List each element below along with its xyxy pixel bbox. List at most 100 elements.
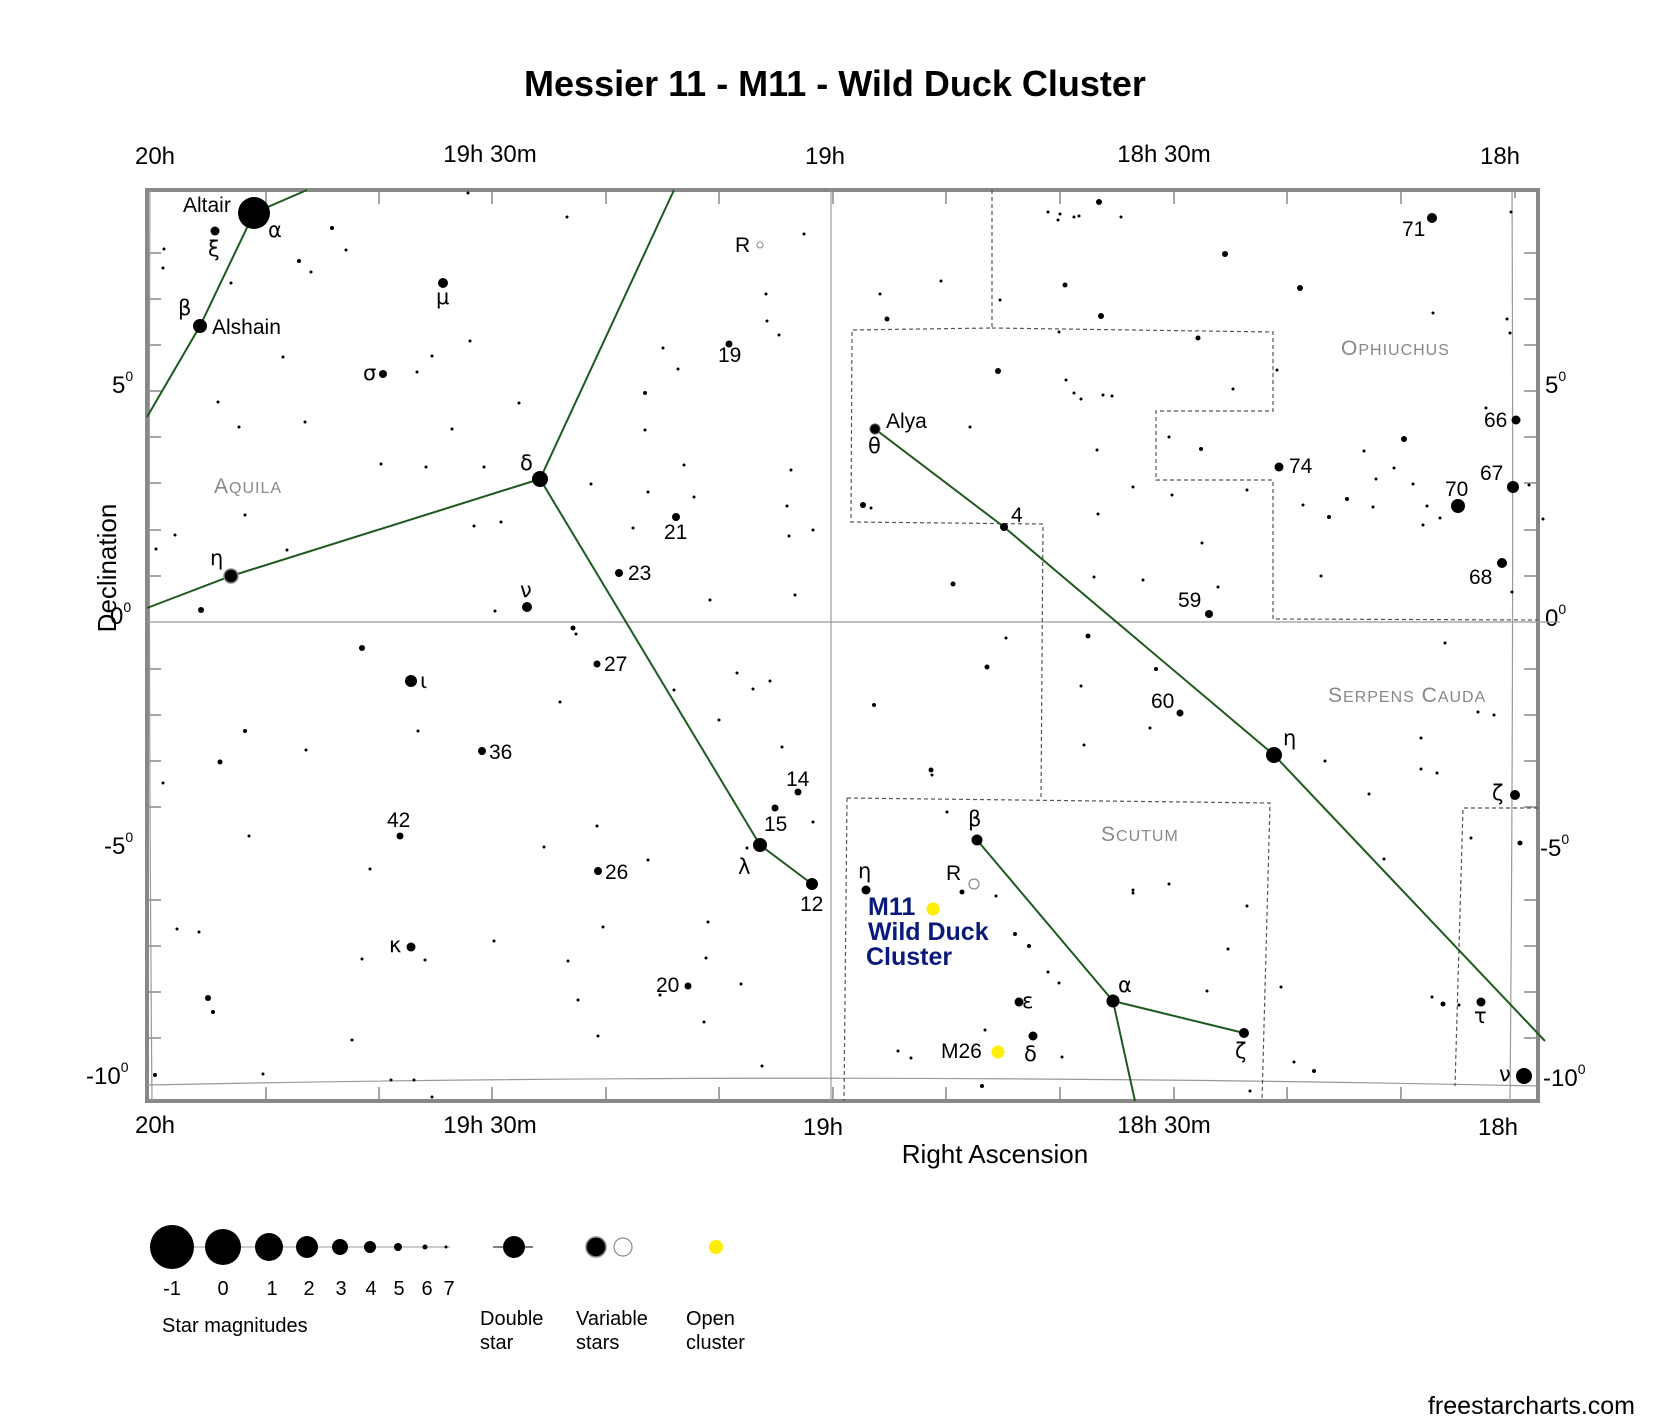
field-star bbox=[658, 993, 662, 997]
dec-right-5-deg: 0 bbox=[1558, 368, 1566, 384]
x-axis-title: Right Ascension bbox=[902, 1139, 1088, 1169]
star-74-oph bbox=[1274, 462, 1284, 472]
field-star bbox=[1027, 944, 1031, 948]
dec-left-0-deg: 0 bbox=[123, 599, 131, 615]
field-star bbox=[939, 279, 943, 283]
label-23: 23 bbox=[628, 562, 651, 585]
field-star bbox=[601, 925, 605, 929]
field-star bbox=[1082, 743, 1086, 747]
field-star bbox=[706, 920, 710, 924]
field-star bbox=[1419, 736, 1423, 740]
field-star bbox=[1199, 447, 1203, 451]
dec-left-m10-deg: 0 bbox=[121, 1059, 129, 1075]
field-star bbox=[745, 846, 749, 850]
label-42: 42 bbox=[387, 809, 410, 832]
field-star bbox=[173, 533, 177, 537]
legend: -1 0 1 2 3 4 5 6 7 Star magnitudes Doubl… bbox=[150, 1225, 745, 1354]
svg-text:00: 00 bbox=[1545, 601, 1566, 632]
field-star bbox=[1371, 505, 1375, 509]
legend-open-cluster-line1: Open bbox=[686, 1308, 735, 1330]
field-star bbox=[765, 319, 769, 323]
field-star bbox=[1057, 981, 1061, 985]
svg-text:50: 50 bbox=[112, 368, 133, 399]
star-42-aql bbox=[396, 832, 404, 840]
field-star bbox=[811, 820, 815, 824]
field-star bbox=[672, 688, 676, 692]
ra-top-20h: 20h bbox=[135, 143, 175, 170]
field-star bbox=[1327, 515, 1331, 519]
field-star bbox=[1469, 836, 1473, 840]
field-star bbox=[1323, 759, 1327, 763]
field-star bbox=[661, 346, 665, 350]
field-star bbox=[309, 270, 313, 274]
label-21: 21 bbox=[664, 521, 687, 544]
dec-left-5: 5 bbox=[112, 372, 125, 399]
star-15-aql bbox=[771, 804, 779, 812]
label-zeta-oph: ζ bbox=[1492, 781, 1503, 805]
label-epsilon: ε bbox=[1022, 989, 1033, 1013]
star-xi-aql bbox=[210, 226, 220, 236]
label-20: 20 bbox=[656, 974, 679, 997]
label-m26: M26 bbox=[941, 1040, 982, 1063]
field-star bbox=[482, 465, 486, 469]
legend-double-star-line1: Double bbox=[480, 1308, 543, 1330]
label-14: 14 bbox=[786, 768, 810, 791]
label-nu-aql: ν bbox=[520, 578, 532, 602]
field-star bbox=[646, 490, 650, 494]
label-mu: μ bbox=[436, 285, 449, 309]
field-star bbox=[1046, 210, 1050, 214]
star-eta-ser bbox=[1266, 747, 1282, 763]
field-star bbox=[780, 745, 784, 749]
field-star bbox=[896, 1049, 900, 1053]
field-star bbox=[872, 703, 876, 707]
field-star bbox=[450, 427, 454, 431]
field-star bbox=[1216, 585, 1220, 589]
field-star bbox=[229, 281, 233, 285]
grid-ra-18h bbox=[1509, 189, 1514, 1102]
field-star bbox=[1077, 214, 1081, 218]
legend-magnitude-scale: -1 0 1 2 3 4 5 6 7 Star magnitudes bbox=[150, 1225, 455, 1337]
star-21-aql bbox=[672, 513, 680, 521]
svg-text:-50: -50 bbox=[104, 829, 133, 860]
star-4-ser bbox=[1000, 523, 1008, 531]
label-xi: ξ bbox=[208, 237, 220, 261]
ra-top-19h30m: 19h 30m bbox=[443, 141, 536, 168]
field-star bbox=[751, 687, 755, 691]
field-star bbox=[768, 679, 772, 683]
field-star bbox=[1205, 989, 1209, 993]
field-star bbox=[281, 355, 285, 359]
field-star bbox=[175, 927, 179, 931]
dec-left-m5-deg: 0 bbox=[125, 829, 133, 845]
target-label-line1: M11 bbox=[868, 893, 915, 921]
label-eta-ser: η bbox=[1283, 726, 1296, 750]
field-star bbox=[1431, 311, 1435, 315]
field-star bbox=[1319, 574, 1323, 578]
constellation-label-scutum: SCUTUM bbox=[1101, 823, 1179, 846]
field-star bbox=[1167, 435, 1171, 439]
field-star bbox=[1367, 792, 1371, 796]
field-star bbox=[430, 354, 434, 358]
field-star bbox=[789, 468, 793, 472]
field-star bbox=[468, 339, 472, 343]
field-star bbox=[930, 773, 934, 777]
field-star bbox=[1440, 1001, 1446, 1007]
field-star bbox=[1131, 888, 1135, 892]
field-star bbox=[643, 428, 647, 432]
field-star bbox=[415, 370, 419, 374]
star-zeta-oph bbox=[1510, 790, 1520, 800]
field-star bbox=[237, 425, 241, 429]
field-star bbox=[1096, 199, 1102, 205]
field-star bbox=[492, 939, 496, 943]
svg-text:-100: -100 bbox=[86, 1059, 129, 1090]
aquila-figure-line bbox=[146, 189, 308, 418]
field-star bbox=[1541, 517, 1545, 521]
star-20-aql bbox=[684, 982, 692, 990]
label-alshain: Alshain bbox=[212, 316, 281, 339]
ra-top-18h: 18h bbox=[1480, 143, 1520, 170]
field-star bbox=[595, 824, 599, 828]
label-nu-oph: ν bbox=[1499, 1062, 1511, 1086]
legend-mag-minus1 bbox=[150, 1225, 194, 1269]
field-star bbox=[1292, 1060, 1296, 1064]
star-r-aql bbox=[756, 241, 764, 249]
coordinate-grid bbox=[146, 189, 1560, 1102]
